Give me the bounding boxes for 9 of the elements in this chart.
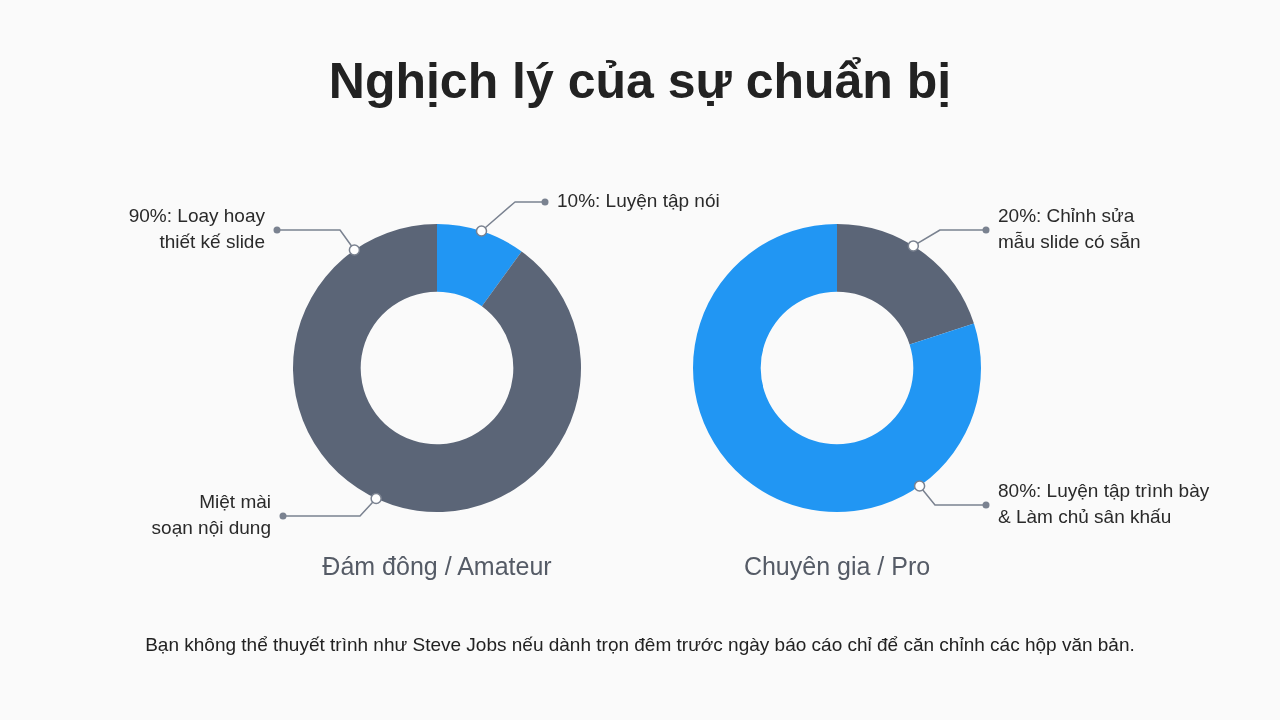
text: Miệt mài soạn nội dung: [151, 491, 271, 539]
text: Đám đông / Amateur: [322, 551, 552, 580]
chart-title: Nghịch lý của sự chuẩn bị: [327, 52, 953, 110]
slice-label: 20%: Chỉnh sửa mẫu slide có sẵn: [998, 205, 1141, 253]
slice-label: 80%: Luyện tập trình bày & Làm chủ sân khấu: [998, 480, 1210, 528]
slice-label: 90%: Loay hoay thiết kế slide: [128, 205, 266, 253]
text: Bạn không thể thuyết trình như Steve Jobs nếu dành trọn đêm trước ngày báo cáo chỉ để căn chỉnh các hộp văn bản.: [144, 634, 1136, 656]
text: Chuyên gia / Pro: [743, 551, 931, 580]
slice-label: 10%: Luyện tập nói: [557, 190, 720, 212]
